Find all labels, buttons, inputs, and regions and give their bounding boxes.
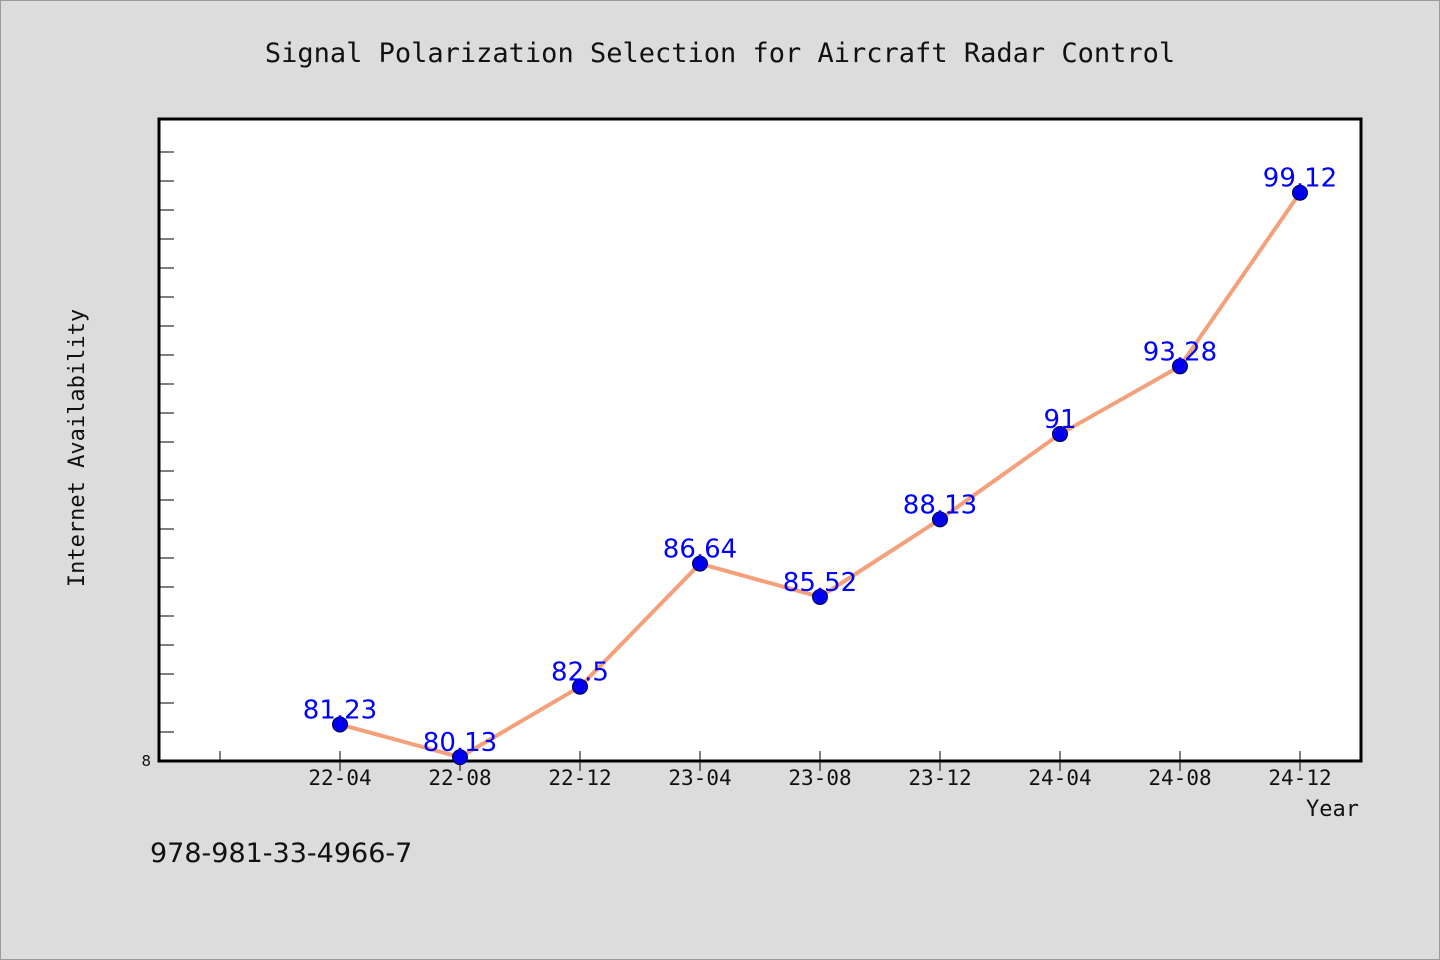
- x-axis-title: Year: [1306, 797, 1359, 822]
- plot-area: [157, 117, 1363, 763]
- data-point: [1052, 426, 1068, 443]
- y-axis-ticks: [159, 151, 174, 733]
- data-point: [932, 511, 948, 528]
- data-label: 99.12: [1263, 164, 1337, 194]
- data-label: 81.23: [303, 695, 377, 725]
- data-labels: 81.23 80.13 82.5 86.64 85.52 88.13 91 93.28 99.1…: [303, 164, 1337, 758]
- isbn-footer: 978-981-33-4966-7: [150, 838, 412, 869]
- data-label: 93.28: [1143, 337, 1217, 367]
- data-label: 86.64: [663, 535, 737, 565]
- x-tick-label: 23-08: [788, 766, 851, 790]
- data-label: 91: [1043, 405, 1076, 435]
- x-tick-label: 23-04: [668, 766, 731, 790]
- x-tick-label: 24-08: [1148, 766, 1211, 790]
- data-point: [812, 588, 828, 605]
- y-axis-title: Internet Availability: [65, 309, 90, 587]
- x-axis-tick-labels: 22-04 22-08 22-12 23-04 23-08 23-12 24-04 24-08…: [308, 766, 1331, 790]
- x-tick-label: 22-08: [428, 766, 491, 790]
- x-tick-label: 22-12: [548, 766, 611, 790]
- data-label: 85.52: [783, 568, 857, 598]
- data-point: [692, 555, 708, 572]
- data-label: 80.13: [423, 728, 497, 758]
- data-point: [1292, 184, 1308, 201]
- data-label: 82.5: [551, 658, 609, 688]
- data-point: [452, 749, 468, 766]
- y-axis-min-label: 8: [141, 752, 151, 770]
- data-label: 88.13: [903, 490, 977, 520]
- data-point: [332, 716, 348, 733]
- x-tick-label: 24-04: [1028, 766, 1091, 790]
- data-points: [332, 184, 1308, 766]
- data-point: [572, 678, 588, 695]
- x-tick-label: 22-04: [308, 766, 371, 790]
- x-tick-label: 24-12: [1268, 766, 1331, 790]
- chart-title: Signal Polarization Selection for Aircra…: [265, 38, 1175, 69]
- x-tick-label: 23-12: [908, 766, 971, 790]
- data-point: [1172, 358, 1188, 375]
